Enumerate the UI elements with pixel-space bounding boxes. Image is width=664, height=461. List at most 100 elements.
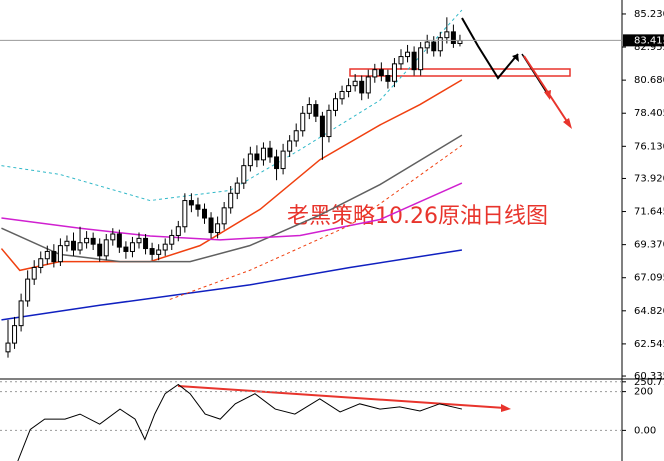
y-tick-label: 250.716	[634, 377, 664, 388]
indicator-line	[17, 383, 463, 461]
y-tick-label: 82.955	[634, 42, 664, 53]
candle-body	[71, 240, 76, 251]
candle-body	[129, 242, 135, 252]
candle-body	[97, 243, 103, 257]
y-tick-label: 67.095	[634, 273, 664, 284]
arrow-head	[563, 118, 572, 129]
candle-body	[234, 182, 240, 194]
candle-body	[84, 237, 90, 244]
candle-body	[38, 258, 44, 268]
candle-body	[156, 249, 162, 255]
candle-body	[346, 85, 352, 92]
y-tick-label: 73.920	[634, 173, 664, 184]
candle-body	[103, 239, 109, 257]
y-tick-label: 64.820	[634, 306, 664, 317]
candle-body	[123, 246, 129, 252]
candle-body	[444, 31, 450, 39]
candle-body	[372, 69, 378, 78]
candle-body	[313, 104, 319, 117]
candle-body	[221, 207, 227, 225]
candle-body	[326, 109, 332, 138]
y-tick-label: 85.230	[634, 9, 664, 20]
candle-body	[247, 153, 253, 167]
candle-body	[280, 150, 286, 170]
candle-body	[44, 250, 50, 260]
y-tick-label: 0.00	[634, 425, 656, 436]
candle-body	[51, 250, 57, 263]
candle-body	[18, 300, 24, 327]
moving-average	[1, 9, 463, 202]
candle-body	[228, 192, 234, 209]
candle-body	[352, 80, 358, 87]
y-tick-label: 71.645	[634, 207, 664, 218]
candle-body	[274, 156, 280, 170]
moving-average	[1, 249, 463, 321]
candle-body	[136, 237, 142, 244]
divergence-arrow	[177, 385, 506, 409]
arrow-head	[544, 90, 551, 100]
moving-average	[169, 144, 463, 300]
candle-body	[437, 37, 443, 52]
candle-body	[424, 41, 430, 49]
candle-body	[398, 56, 404, 65]
candle-body	[162, 243, 168, 251]
y-tick-label: 69.370	[634, 240, 664, 251]
moving-average	[1, 134, 463, 263]
candle-body	[90, 237, 96, 245]
candle-body	[378, 69, 384, 76]
candle-body	[64, 240, 70, 247]
candle-body	[175, 226, 181, 236]
y-tick-label: 78.405	[634, 108, 664, 119]
candle-body	[254, 153, 260, 161]
candle-body	[241, 165, 247, 184]
forecast-arrow	[461, 17, 519, 80]
candle-body	[306, 104, 312, 114]
candle-body	[260, 147, 266, 161]
candle-body	[110, 233, 116, 241]
candle-body	[405, 51, 411, 58]
candle-body	[208, 217, 214, 234]
last-price-label: 83.415	[634, 35, 664, 46]
y-tick-label: 200	[634, 387, 653, 398]
candle-body	[385, 74, 391, 82]
last-price-tag	[623, 34, 664, 47]
candle-body	[457, 40, 463, 44]
candle-body	[418, 47, 424, 71]
candle-body	[215, 223, 221, 234]
candle-body	[149, 248, 155, 255]
candle-body	[319, 115, 325, 138]
candle-body	[57, 245, 63, 263]
y-tick-label: 76.130	[634, 141, 664, 152]
candle-body	[365, 76, 371, 94]
candle-body	[116, 233, 122, 248]
candle-body	[293, 130, 299, 142]
candle-body	[411, 51, 417, 71]
arrow-head	[501, 404, 511, 412]
candle-body	[182, 200, 188, 228]
candle-body	[12, 325, 18, 344]
candle-body	[5, 342, 11, 353]
candle-body	[77, 242, 83, 251]
candle-body	[31, 266, 37, 280]
chart-annotation: 老黑策略10.26原油日线图	[287, 204, 548, 229]
candle-body	[25, 278, 31, 302]
candle-body	[267, 147, 273, 158]
candle-body	[450, 31, 456, 44]
candle-body	[287, 140, 293, 152]
arrow-head	[512, 54, 519, 62]
candle-body	[143, 237, 149, 250]
candle-body	[391, 63, 397, 82]
candle-body	[195, 204, 201, 210]
candle-body	[333, 98, 338, 111]
candle-body	[339, 90, 345, 100]
y-tick-label: 60.335	[634, 371, 664, 382]
candle-body	[169, 234, 175, 245]
candle-body	[431, 41, 437, 52]
candle-body	[300, 112, 306, 132]
resistance-box	[349, 68, 571, 77]
candle-body	[359, 80, 365, 94]
candle-body	[188, 200, 194, 206]
candle-body	[202, 208, 207, 219]
